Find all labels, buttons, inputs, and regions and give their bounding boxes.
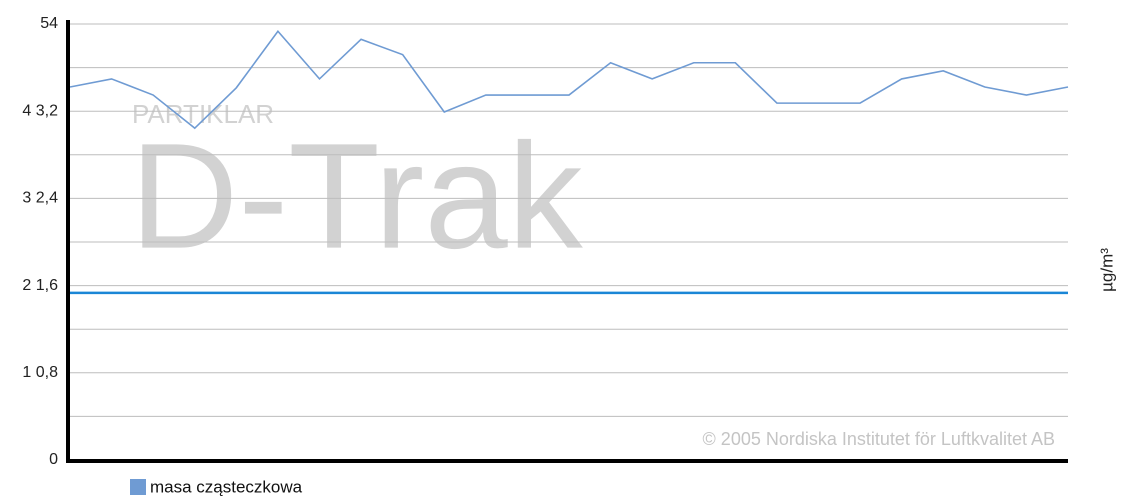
y-tick-label: 54 bbox=[40, 15, 58, 32]
legend-label: masa cząsteczkowa bbox=[150, 477, 303, 496]
y-tick-label: 4 3,2 bbox=[22, 102, 58, 119]
watermark-large: D-Trak bbox=[130, 112, 584, 280]
y-tick-label: 3 2,4 bbox=[22, 190, 58, 207]
y-axis-label: µg/m³ bbox=[1097, 248, 1116, 292]
series-line bbox=[69, 29, 1069, 130]
y-tick-label: 1 0,8 bbox=[22, 364, 58, 381]
legend-swatch bbox=[130, 479, 146, 495]
credit: © 2005 Nordiska Institutet för Luftkvali… bbox=[703, 429, 1055, 449]
watermark-small: PARTIKLAR bbox=[132, 99, 274, 129]
y-tick-label: 0 bbox=[49, 451, 58, 468]
y-tick-label: 2 1,6 bbox=[22, 277, 58, 294]
